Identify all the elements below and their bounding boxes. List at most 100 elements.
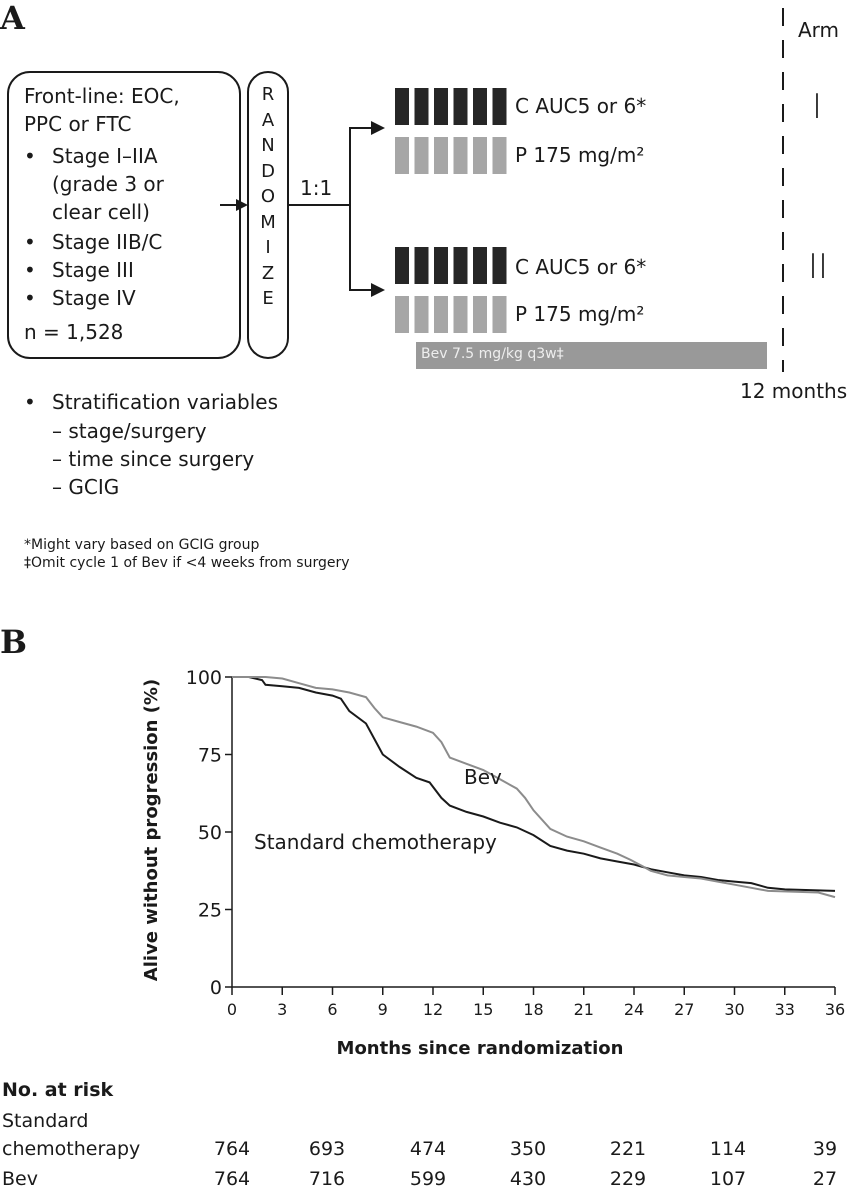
at-risk-value: 229 [609, 1168, 647, 1190]
stratification-title: Stratification variables [52, 390, 279, 414]
carboplatin-cycle [473, 247, 487, 284]
paclitaxel-cycle [414, 296, 429, 333]
x-tick-label: 21 [574, 1000, 594, 1019]
randomize-letter: O [260, 186, 276, 207]
x-tick-label: 3 [277, 1000, 287, 1019]
bullet: • [24, 390, 36, 414]
paclitaxel-cycle [473, 137, 487, 174]
footnote: *Might vary based on GCIG group [24, 537, 260, 553]
footnote: ‡Omit cycle 1 of Bev if <4 weeks from su… [24, 555, 350, 571]
panel-b-label: B [0, 623, 28, 661]
x-tick-label: 15 [473, 1000, 493, 1019]
paclitaxel-cycle [414, 137, 429, 174]
carboplatin-cycle [414, 247, 429, 284]
randomize-letter: E [262, 288, 274, 309]
carboplatin-cycle [395, 88, 409, 125]
at-risk-row-label: chemotherapy [2, 1138, 141, 1160]
at-risk-value: 27 [812, 1168, 838, 1190]
arm1-c-label: C AUC5 or 6* [515, 94, 647, 118]
at-risk-value: 716 [308, 1168, 346, 1190]
paclitaxel-cycle [492, 137, 507, 174]
bullet: • [24, 144, 36, 168]
at-risk-value: 114 [709, 1138, 747, 1160]
stratification-item: – GCIG [52, 475, 120, 499]
paclitaxel-cycle [473, 296, 487, 333]
paclitaxel-cycle [395, 296, 409, 333]
arrowhead-icon [371, 121, 385, 135]
bullet-item: (grade 3 or [52, 172, 164, 196]
duration-label: 12 months [740, 379, 848, 403]
arm2-p-label: P 175 mg/m² [515, 302, 645, 326]
carboplatin-cycle [414, 88, 429, 125]
branch-lines [349, 127, 383, 291]
paclitaxel-cycle [434, 137, 448, 174]
y-tick-label: 0 [210, 977, 222, 999]
x-tick-label: 6 [327, 1000, 337, 1019]
at-risk-value: 430 [509, 1168, 547, 1190]
stratification-item: – stage/surgery [52, 419, 207, 443]
at-risk-value: 350 [509, 1138, 547, 1160]
at-risk-value: 39 [812, 1138, 838, 1160]
bullet-item: Stage IV [52, 286, 136, 310]
x-tick-label: 27 [674, 1000, 694, 1019]
schema-diagram [7, 8, 784, 372]
x-tick-label: 24 [624, 1000, 644, 1019]
carboplatin-cycle [453, 247, 468, 284]
cycle-bars [395, 88, 507, 333]
panel-a-label: A [0, 0, 25, 37]
randomize-letter: R [261, 84, 275, 105]
randomize-letter: N [261, 135, 275, 156]
bev-curve [232, 676, 836, 899]
stratification-item: – time since surgery [52, 447, 255, 471]
paclitaxel-cycle [453, 137, 468, 174]
y-tick-label: 25 [198, 900, 222, 922]
randomize-letter: Z [261, 262, 275, 284]
x-tick-label: 18 [523, 1000, 543, 1019]
eligibility-line: PPC or FTC [24, 112, 132, 136]
arm2-c-label: C AUC5 or 6* [515, 255, 647, 279]
x-tick-label: 30 [724, 1000, 744, 1019]
bullet-item: Stage IIB/C [52, 230, 163, 254]
carboplatin-cycle [434, 247, 448, 284]
standard-chemo-curve [232, 676, 836, 892]
bullet: • [24, 258, 36, 282]
carboplatin-cycle [453, 88, 468, 125]
at-risk-value: 221 [609, 1138, 647, 1160]
x-tick-label: 0 [227, 1000, 237, 1019]
bev-label: Bev 7.5 mg/kg q3w‡ [421, 346, 564, 362]
at-risk-value: 599 [409, 1168, 447, 1190]
randomize-letter: I [265, 237, 271, 258]
bullet: • [24, 286, 36, 310]
at-risk-title: No. at risk [2, 1079, 114, 1101]
arrowhead-icon [371, 283, 385, 297]
y-axis-label: Alive without progression (%) [141, 678, 162, 982]
paclitaxel-cycle [453, 296, 468, 333]
bullet-item: clear cell) [52, 200, 150, 224]
paclitaxel-cycle [395, 137, 409, 174]
x-tick-label: 12 [423, 1000, 443, 1019]
arrowhead-icon [236, 199, 248, 211]
at-risk-row-label: Bev [2, 1168, 38, 1190]
x-tick-label: 36 [825, 1000, 845, 1019]
bullet: • [24, 230, 36, 254]
arm-1-label: I [812, 87, 823, 127]
bullet-item: Stage III [52, 258, 134, 282]
at-risk-value: 764 [213, 1138, 251, 1160]
eligibility-box [7, 71, 241, 359]
paclitaxel-cycle [434, 296, 448, 333]
x-axis-label: Months since randomization [336, 1038, 624, 1059]
sample-size: n = 1,528 [24, 320, 124, 344]
x-tick-label: 9 [378, 1000, 388, 1019]
arm1-p-label: P 175 mg/m² [515, 143, 645, 167]
bev-bar [416, 342, 767, 369]
at-risk-row-label: Standard [2, 1110, 89, 1132]
y-tick-label: 100 [186, 667, 222, 689]
bullet-item: Stage I–IIA [52, 144, 158, 168]
y-tick-label: 75 [198, 745, 222, 767]
arm-2-label: II [808, 247, 829, 287]
randomize-pill [247, 71, 289, 359]
paclitaxel-cycle [492, 296, 507, 333]
series-label-standard: Standard chemotherapy [254, 830, 497, 854]
at-risk-value: 474 [409, 1138, 447, 1160]
